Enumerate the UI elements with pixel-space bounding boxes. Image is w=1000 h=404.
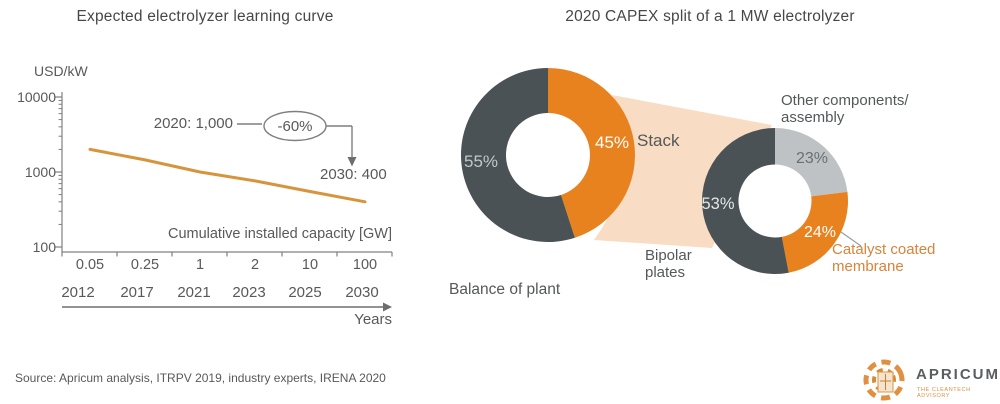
- stack-donut-segment-0: [775, 128, 848, 197]
- logo-brand-name: APRICUM: [916, 366, 1000, 383]
- annotation-callout: [237, 110, 357, 167]
- annotation-2020-value: 2020: 1,000: [153, 115, 233, 132]
- other-components-line2: assembly: [781, 109, 845, 126]
- year-tick-5: 2030: [345, 284, 379, 301]
- bipolar-pct-label: 53%: [701, 195, 735, 213]
- x-tick-gw-3: 2: [250, 257, 260, 273]
- x-tick-gw-4: 10: [301, 257, 319, 273]
- catalyst-line1: Catalyst coated: [832, 241, 936, 258]
- other-components-pct-label: 23%: [795, 150, 829, 167]
- other-components-line1: Other components/: [781, 92, 909, 109]
- y-tick-1000: 1000: [24, 164, 56, 180]
- annotation-change-pct: -60%: [277, 118, 313, 135]
- annotation-2030-value: 2030: 400: [320, 166, 387, 183]
- learning-curve-line: [88, 147, 367, 204]
- capex-split-title: 2020 CAPEX split of a 1 MW electrolyzer: [565, 8, 855, 25]
- apricum-logo-icon: [863, 359, 905, 401]
- catalyst-connector-line: [840, 231, 862, 247]
- down-arrow-icon: [347, 157, 357, 167]
- years-axis-label: Years: [354, 311, 392, 328]
- outer-donut-segment-1: [460, 68, 575, 243]
- logo-tagline: THE CLEANTECH ADVISORY: [917, 387, 971, 399]
- log-minor-ticks: [58, 99, 62, 225]
- bipolar-plates-label: Bipolar plates: [645, 247, 692, 281]
- stack-donut-segment-2: [702, 128, 789, 274]
- other-components-label: Other components/ assembly: [781, 92, 909, 126]
- outer-donut-segment-0: [548, 68, 635, 238]
- source-note: Source: Apricum analysis, ITRPV 2019, in…: [15, 371, 386, 385]
- years-axis-arrow: [62, 302, 392, 312]
- x-tick-gw-2: 1: [195, 257, 205, 273]
- bipolar-line2: plates: [645, 264, 686, 281]
- x-tick-gw-1: 0.25: [130, 257, 160, 273]
- stack-pct-label: 45%: [594, 133, 630, 152]
- year-tick-0: 2012: [61, 284, 95, 301]
- x-tick-gw-0: 0.05: [75, 257, 105, 273]
- stack-label: Stack: [637, 131, 680, 150]
- year-tick-4: 2025: [288, 284, 322, 301]
- x-axis-title: Cumulative installed capacity [GW]: [167, 226, 392, 242]
- y-tick-10000: 10000: [17, 89, 56, 105]
- bipolar-line1: Bipolar: [645, 247, 692, 264]
- catalyst-pct-label: 24%: [803, 224, 837, 241]
- catalyst-line2: membrane: [832, 258, 904, 275]
- y-axis-unit-label: USD/kW: [34, 63, 88, 79]
- year-tick-3: 2023: [232, 284, 266, 301]
- x-tick-gw-5: 100: [352, 257, 378, 273]
- year-tick-1: 2017: [120, 284, 154, 301]
- balance-of-plant-label: Balance of plant: [449, 281, 561, 298]
- y-tick-100: 100: [32, 239, 56, 255]
- catalyst-membrane-label: Catalyst coated membrane: [832, 241, 935, 275]
- donut-charts: [460, 68, 848, 274]
- learning-curve-axes: [55, 92, 393, 257]
- stack-donut-segment-1: [781, 191, 848, 273]
- learning-curve-title: Expected electrolyzer learning curve: [76, 8, 334, 25]
- balance-pct-label: 55%: [463, 152, 499, 171]
- year-tick-2: 2021: [177, 284, 211, 301]
